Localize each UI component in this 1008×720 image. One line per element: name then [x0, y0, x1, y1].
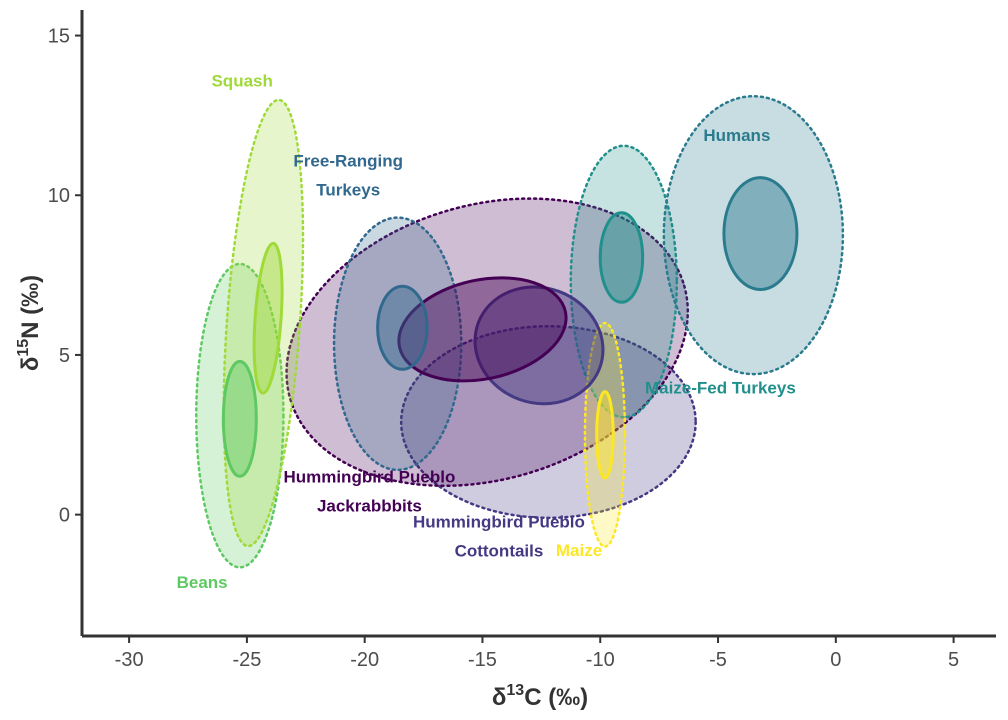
label-beans: Beans: [177, 573, 228, 592]
label-line: Cottontails: [455, 541, 544, 560]
y-tick-label: 15: [48, 26, 70, 48]
x-tick-label: 0: [830, 649, 841, 671]
label-line: Turkeys: [316, 181, 380, 200]
core-ellipse-maize: [595, 390, 615, 480]
core-ellipse-beans: [221, 359, 258, 478]
y-axis-title: δ15N (‰): [15, 275, 44, 371]
label-line: Free-Ranging: [293, 152, 403, 171]
outer-ellipse-hummingbird-pueblo-jackrabbbits: [285, 197, 690, 488]
x-tick-label: 5: [948, 649, 959, 671]
label-line: Hummingbird Pueblo: [283, 468, 455, 487]
label-line: Humans: [703, 126, 770, 145]
label-line: Maize-Fed Turkeys: [645, 378, 796, 397]
label-hummingbird-pueblo-jackrabbbits: Hummingbird Pueblo Jackrabbbits: [283, 468, 455, 516]
label-squash: Squash: [211, 72, 272, 91]
y-tick-label: 10: [48, 185, 70, 207]
label-line: Hummingbird Pueblo: [413, 512, 585, 531]
x-tick-label: -30: [115, 649, 144, 671]
label-line: Beans: [177, 573, 228, 592]
x-tick-label: -10: [586, 649, 615, 671]
label-maize-fed-turkeys: Maize-Fed Turkeys: [645, 378, 796, 397]
axes: [80, 10, 996, 638]
y-tick-label: 5: [59, 345, 70, 367]
y-ticks: 0 5 10 15: [48, 26, 82, 527]
core-ellipse-humans: [722, 176, 799, 291]
core-ellipse-maize-fed-turkeys: [598, 211, 645, 304]
outer-ellipse-squash: [222, 98, 305, 548]
label-line: Jackrabbbits: [317, 497, 422, 516]
group-label-layer: Hummingbird Pueblo CottontailsHummingbird…: [177, 72, 796, 592]
x-tick-label: -5: [709, 649, 727, 671]
outer-ellipse-beans: [195, 262, 285, 569]
label-line: Squash: [211, 72, 272, 91]
x-tick-label: -20: [350, 649, 379, 671]
outer-ellipse-maize-fed-turkeys: [569, 144, 679, 419]
label-line: Maize: [556, 541, 602, 560]
ellipse-layer: [195, 94, 845, 569]
core-ellipse-hummingbird-pueblo-jackrabbbits: [397, 276, 568, 383]
label-maize: Maize: [556, 541, 602, 560]
x-tick-label: -15: [468, 649, 497, 671]
label-humans: Humans: [703, 126, 770, 145]
y-tick-label: 0: [59, 505, 70, 527]
x-tick-label: -25: [232, 649, 261, 671]
x-ticks: -30 -25 -20 -15 -10 -5 0 5: [115, 636, 959, 671]
label-hummingbird-pueblo-cottontails: Hummingbird Pueblo Cottontails: [413, 512, 585, 560]
x-axis-title: δ13C (‰): [492, 682, 588, 711]
outer-ellipse-humans: [662, 94, 845, 376]
core-ellipse-free-ranging-turkeys: [376, 284, 429, 371]
core-ellipse-squash: [252, 241, 284, 395]
label-free-ranging-turkeys: Free-Ranging Turkeys: [293, 152, 403, 200]
